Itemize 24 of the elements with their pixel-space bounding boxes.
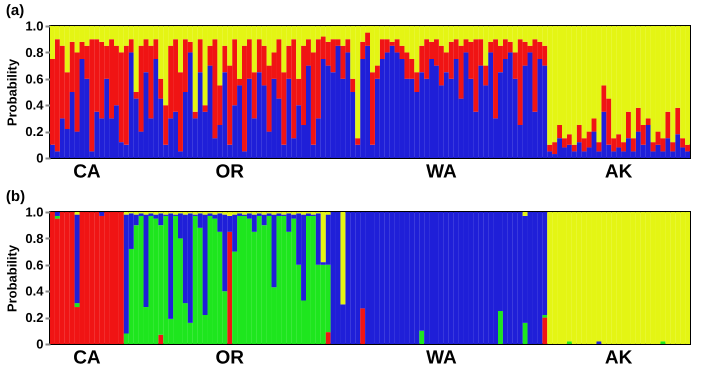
y-tick-label: 1.0 bbox=[25, 204, 44, 220]
y-tick-label: 0.2 bbox=[25, 310, 44, 326]
y-tick-label: 0.6 bbox=[25, 257, 44, 272]
x-tick-label: CA bbox=[73, 162, 101, 182]
y-axis-title: Probability bbox=[4, 244, 20, 312]
y-tick-label: 0.4 bbox=[25, 98, 44, 113]
y-tick-label: 0 bbox=[36, 150, 44, 166]
chart-title: (b) bbox=[6, 188, 26, 205]
x-tick-label: WA bbox=[426, 162, 457, 182]
y-axis-title: Probability bbox=[4, 58, 20, 126]
y-tick-label: 0.6 bbox=[25, 71, 44, 86]
y-tick-label: 1.0 bbox=[25, 18, 44, 34]
x-tick-label: OR bbox=[215, 348, 244, 368]
x-tick-label: OR bbox=[215, 162, 244, 182]
y-tick-label: 0.8 bbox=[25, 230, 44, 246]
x-tick-label: WA bbox=[426, 348, 457, 368]
chart-title: (a) bbox=[6, 2, 24, 19]
x-tick-label: AK bbox=[604, 348, 633, 368]
x-tick-label: CA bbox=[73, 348, 101, 368]
x-tick-label: AK bbox=[604, 162, 633, 182]
y-tick-label: 0.4 bbox=[25, 284, 44, 299]
y-tick-label: 0.2 bbox=[25, 124, 44, 140]
y-tick-label: 0.8 bbox=[25, 44, 44, 60]
y-tick-label: 0 bbox=[36, 336, 44, 352]
